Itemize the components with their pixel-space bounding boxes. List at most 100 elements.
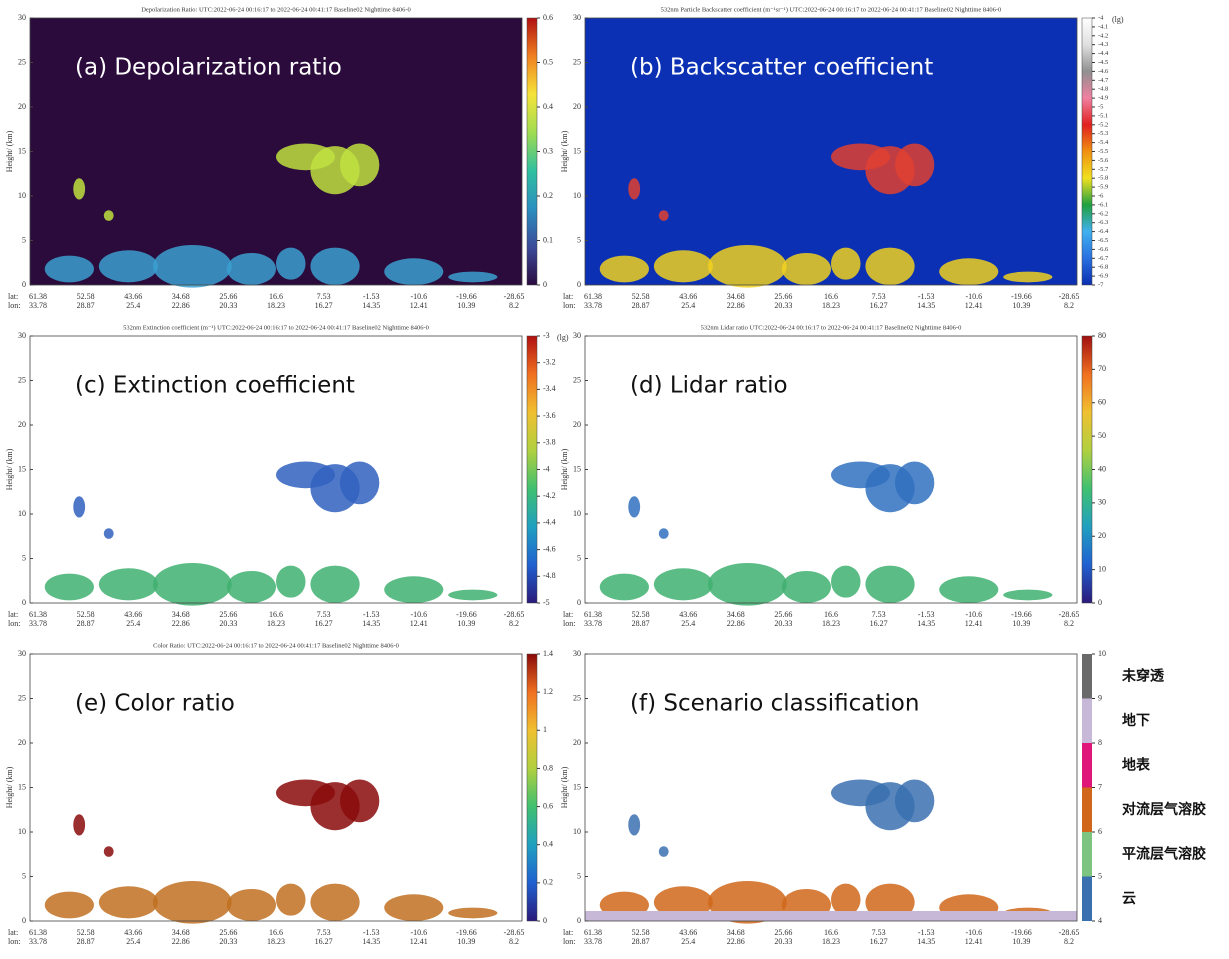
lat-label: -1.53	[918, 292, 935, 301]
y-tick-label: 20	[18, 738, 26, 747]
y-tick-label: 10	[18, 191, 26, 200]
colorbar-tick-label: -3.2	[543, 358, 556, 367]
row-label: lon:	[8, 619, 20, 628]
colorbar-tick-label: 0.6	[543, 13, 553, 22]
scene-blob	[45, 256, 94, 283]
lon-label: 18.23	[267, 619, 285, 628]
lon-label: 8.2	[509, 937, 519, 946]
colorbar-tick-label: 0.5	[543, 57, 553, 66]
lon-label: 25.4	[126, 619, 140, 628]
colorbar-tick-label: 0.4	[543, 840, 553, 849]
y-tick-label: 0	[22, 280, 26, 289]
y-tick-label: 0	[22, 598, 26, 607]
class-swatch	[1082, 877, 1092, 922]
lon-label: 18.23	[267, 937, 285, 946]
y-tick-label: 5	[577, 871, 581, 880]
colorbar-tick-label: -4.3	[1098, 41, 1108, 48]
scene-blob	[227, 889, 276, 921]
colorbar-tick-label: -6.8	[1098, 264, 1108, 271]
lon-label: 33.78	[29, 301, 47, 310]
lat-label: -28.65	[1059, 610, 1080, 619]
colorbar-tick-label: 0.6	[543, 801, 553, 810]
scene-blob	[153, 563, 232, 606]
panel-label: (d) Lidar ratio	[630, 373, 788, 399]
lon-label: 28.87	[632, 301, 650, 310]
y-tick-label: 15	[573, 782, 581, 791]
scene-blob	[659, 528, 669, 539]
scene-blob	[939, 258, 998, 285]
lat-label: -19.66	[1011, 928, 1032, 937]
scene-blob	[448, 908, 497, 919]
class-label: 对流层气溶胶	[1122, 801, 1206, 818]
row-label: lon:	[563, 619, 575, 628]
lat-label: -10.6	[410, 610, 427, 619]
scene-blob	[448, 272, 497, 283]
lat-label: 43.66	[124, 610, 142, 619]
colorbar-tick-label: 40	[1098, 464, 1106, 473]
lon-label: 18.23	[822, 301, 840, 310]
class-label: 地下	[1122, 712, 1150, 729]
y-tick-label: 30	[18, 13, 26, 22]
scene-blob	[73, 814, 85, 835]
scene-blob	[831, 248, 861, 280]
scene-blob	[384, 258, 443, 285]
lat-label: -28.65	[504, 292, 525, 301]
lon-label: 14.35	[917, 937, 935, 946]
y-tick-label: 30	[573, 13, 581, 22]
colorbar-tick-label: 0	[1098, 598, 1102, 607]
y-tick-label: 20	[18, 420, 26, 429]
lat-label: -1.53	[918, 610, 935, 619]
row-label: lon:	[8, 937, 20, 946]
y-tick-label: 25	[573, 57, 581, 66]
y-tick-label: 30	[18, 331, 26, 340]
lat-label: 61.38	[29, 292, 47, 301]
scene-blob	[104, 210, 114, 221]
lat-label: -10.6	[965, 928, 982, 937]
lat-label: 16.6	[824, 292, 838, 301]
colorbar-tick-label: 6	[1098, 827, 1102, 836]
colorbar-tick-label: -5.2	[1098, 121, 1108, 128]
colorbar-tick-label: -4	[543, 464, 550, 473]
colorbar-tick-label: 30	[1098, 498, 1106, 507]
colorbar-tick-label: -6.2	[1098, 210, 1108, 217]
colorbar-tick-label: 4	[1098, 916, 1102, 925]
lat-label: 52.58	[77, 610, 95, 619]
y-tick-label: 0	[577, 280, 581, 289]
colorbar-tick-label: -4.6	[543, 544, 556, 553]
lon-label: 20.33	[219, 937, 237, 946]
y-axis-label: Height/ (km)	[560, 448, 569, 490]
scene-blob	[865, 248, 914, 285]
lon-label: 10.39	[1012, 937, 1030, 946]
colorbar-tick-label: -4.8	[543, 571, 556, 580]
lon-label: 28.87	[632, 937, 650, 946]
lon-label: 33.78	[584, 619, 602, 628]
lon-label: 16.27	[315, 301, 333, 310]
class-swatch	[1082, 699, 1092, 744]
scene-blob	[153, 245, 232, 288]
lon-label: 18.23	[822, 937, 840, 946]
lat-label: -28.65	[504, 928, 525, 937]
colorbar-tick-label: -3.6	[543, 411, 556, 420]
lat-label: 52.58	[77, 292, 95, 301]
scene-blob	[104, 846, 114, 857]
lon-label: 28.87	[632, 619, 650, 628]
colorbar-tick-label: 1.2	[543, 687, 553, 696]
scene-blob	[831, 566, 861, 598]
lat-label: -19.66	[456, 292, 477, 301]
colorbar-unit: (lg)	[557, 333, 569, 342]
colorbar-tick-label: -3.8	[543, 438, 556, 447]
lat-label: 34.68	[727, 928, 745, 937]
panel-title: 532nm Lidar ratio UTC:2022-06-24 00:16:1…	[701, 324, 962, 331]
lat-label: 16.6	[824, 610, 838, 619]
colorbar-tick-label: -4.5	[1098, 59, 1108, 66]
lon-label: 25.4	[126, 301, 140, 310]
colorbar-tick-label: 9	[1098, 693, 1102, 702]
y-tick-label: 25	[18, 693, 26, 702]
y-tick-label: 20	[573, 420, 581, 429]
class-label: 地表	[1122, 756, 1151, 773]
scene-blob	[1003, 272, 1052, 283]
colorbar-tick-label: -4.2	[543, 491, 556, 500]
panel-label: (c) Extinction coefficient	[75, 373, 355, 399]
colorbar-tick-label: -6.5	[1098, 237, 1108, 244]
lon-label: 14.35	[917, 301, 935, 310]
